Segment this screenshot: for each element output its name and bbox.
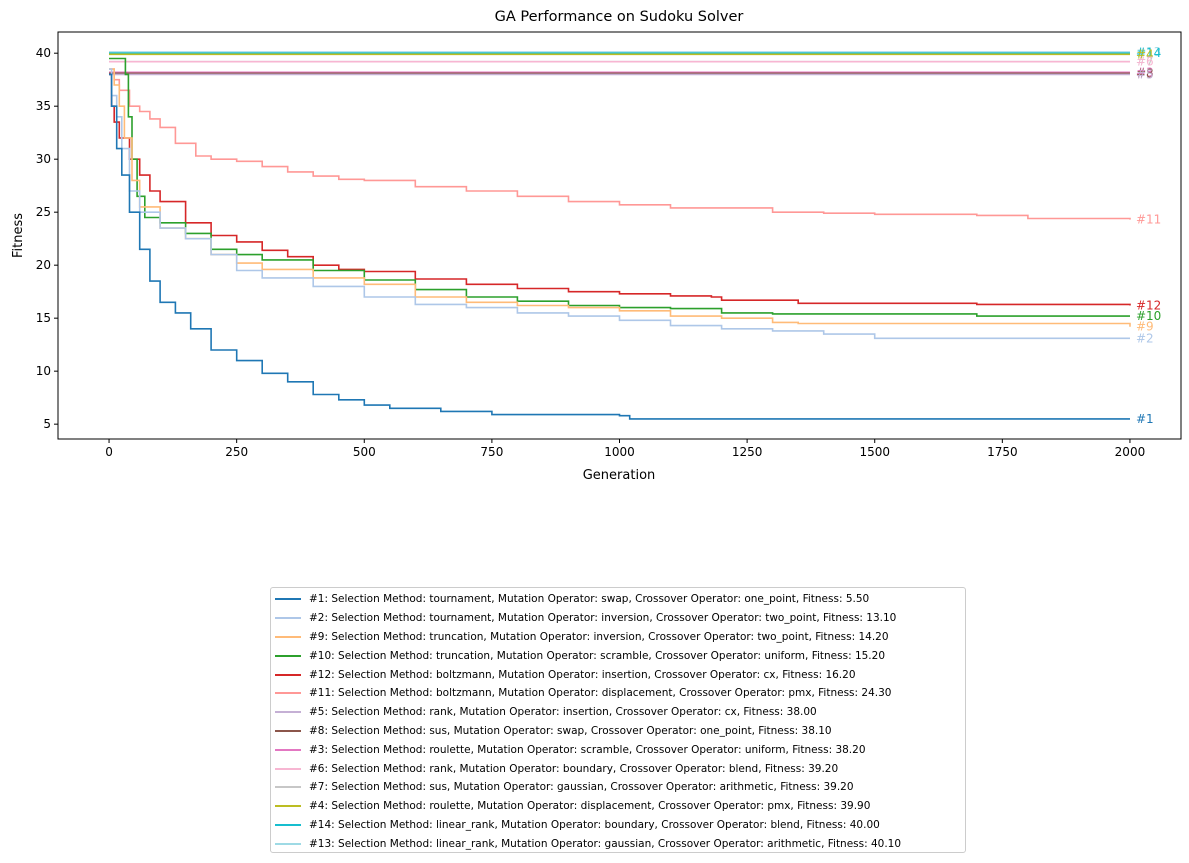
y-tick-label: 15 [36, 311, 51, 325]
legend-item: #9: Selection Method: truncation, Mutati… [271, 628, 965, 647]
series-line-10 [109, 57, 1130, 317]
y-axis-label: Fitness [11, 213, 26, 258]
legend-swatch [275, 598, 301, 601]
legend-item: #12: Selection Method: boltzmann, Mutati… [271, 665, 965, 684]
y-tick-label: 25 [36, 205, 51, 219]
chart-legend: #1: Selection Method: tournament, Mutati… [270, 587, 966, 853]
series-end-label: #11 [1136, 213, 1161, 227]
x-tick-label: 500 [353, 445, 376, 459]
y-tick-label: 20 [36, 258, 51, 272]
legend-swatch [275, 711, 301, 714]
x-tick-label: 750 [480, 445, 503, 459]
series-end-label: #2 [1136, 331, 1154, 345]
legend-label: #5: Selection Method: rank, Mutation Ope… [309, 706, 817, 719]
legend-item: #13: Selection Method: linear_rank, Muta… [271, 834, 965, 853]
y-tick-label: 35 [36, 99, 51, 113]
legend-label: #2: Selection Method: tournament, Mutati… [309, 612, 897, 625]
legend-label: #12: Selection Method: boltzmann, Mutati… [309, 668, 856, 681]
series-line-2 [109, 68, 1130, 340]
series-end-label: #12 [1136, 298, 1161, 312]
y-tick-label: 10 [36, 364, 51, 378]
legend-swatch [275, 786, 301, 789]
y-tick-label: 5 [43, 417, 51, 431]
x-tick-label: 0 [105, 445, 113, 459]
x-tick-label: 1750 [987, 445, 1018, 459]
x-tick-label: 1250 [732, 445, 763, 459]
legend-swatch [275, 823, 301, 826]
y-tick-label: 30 [36, 152, 51, 166]
legend-swatch [275, 654, 301, 657]
series-line-1 [109, 73, 1130, 420]
legend-swatch [275, 635, 301, 638]
series-end-label: #4 [1136, 47, 1154, 61]
legend-label: #7: Selection Method: sus, Mutation Oper… [309, 781, 854, 794]
legend-item: #2: Selection Method: tournament, Mutati… [271, 609, 965, 628]
legend-label: #14: Selection Method: linear_rank, Muta… [309, 818, 880, 831]
legend-label: #8: Selection Method: sus, Mutation Oper… [309, 724, 832, 737]
legend-swatch [275, 842, 301, 845]
legend-label: #1: Selection Method: tournament, Mutati… [309, 593, 870, 606]
x-tick-label: 1000 [604, 445, 635, 459]
legend-item: #8: Selection Method: sus, Mutation Oper… [271, 722, 965, 741]
legend-item: #1: Selection Method: tournament, Mutati… [271, 590, 965, 609]
legend-item: #4: Selection Method: roulette, Mutation… [271, 797, 965, 816]
legend-item: #10: Selection Method: truncation, Mutat… [271, 646, 965, 665]
x-tick-label: 250 [225, 445, 248, 459]
legend-swatch [275, 729, 301, 732]
series-end-labels: #13#14#4#7#6#3#8#5 #11 #12#10#9#2 #1 [1136, 45, 1161, 426]
series-end-label: #5 [1136, 67, 1154, 81]
legend-swatch [275, 748, 301, 751]
legend-label: #6: Selection Method: rank, Mutation Ope… [309, 762, 839, 775]
legend-label: #3: Selection Method: roulette, Mutation… [309, 743, 866, 756]
legend-label: #11: Selection Method: boltzmann, Mutati… [309, 687, 892, 700]
series-end-label: #1 [1136, 412, 1154, 426]
series-end-label: #10 [1136, 309, 1161, 323]
series-end-label: #9 [1136, 320, 1154, 334]
chart-title: GA Performance on Sudoku Solver [495, 9, 744, 25]
legend-swatch [275, 617, 301, 620]
series-end-label: #13 [1136, 45, 1161, 59]
series-line-9 [109, 68, 1131, 327]
legend-swatch [275, 767, 301, 770]
y-axis-ticks: 5 10 15 20 25 30 35 40 [36, 46, 58, 431]
x-axis-ticks: 0 250 500 750 1000 1250 1500 1750 2000 [105, 439, 1145, 459]
x-tick-label: 1500 [859, 445, 890, 459]
series-end-label: #6 [1136, 55, 1154, 69]
legend-swatch [275, 673, 301, 676]
legend-label: #4: Selection Method: roulette, Mutation… [309, 800, 871, 813]
series-end-label: #7 [1136, 55, 1154, 69]
x-tick-label: 2000 [1115, 445, 1146, 459]
legend-item: #3: Selection Method: roulette, Mutation… [271, 740, 965, 759]
legend-label: #13: Selection Method: linear_rank, Muta… [309, 837, 902, 850]
legend-label: #9: Selection Method: truncation, Mutati… [309, 630, 889, 643]
series-line-11 [109, 68, 1131, 220]
legend-item: #6: Selection Method: rank, Mutation Ope… [271, 759, 965, 778]
legend-item: #11: Selection Method: boltzmann, Mutati… [271, 684, 965, 703]
legend-item: #7: Selection Method: sus, Mutation Oper… [271, 778, 965, 797]
legend-label: #10: Selection Method: truncation, Mutat… [309, 649, 886, 662]
series-end-label: #3 [1136, 65, 1154, 79]
legend-item: #5: Selection Method: rank, Mutation Ope… [271, 703, 965, 722]
legend-swatch [275, 692, 301, 695]
series-end-label: #14 [1136, 46, 1161, 60]
series-end-label: #8 [1136, 66, 1154, 80]
legend-item: #14: Selection Method: linear_rank, Muta… [271, 816, 965, 835]
x-axis-label: Generation [583, 468, 656, 483]
legend-swatch [275, 805, 301, 808]
plot-series-group [109, 51, 1131, 420]
y-tick-label: 40 [36, 46, 51, 60]
